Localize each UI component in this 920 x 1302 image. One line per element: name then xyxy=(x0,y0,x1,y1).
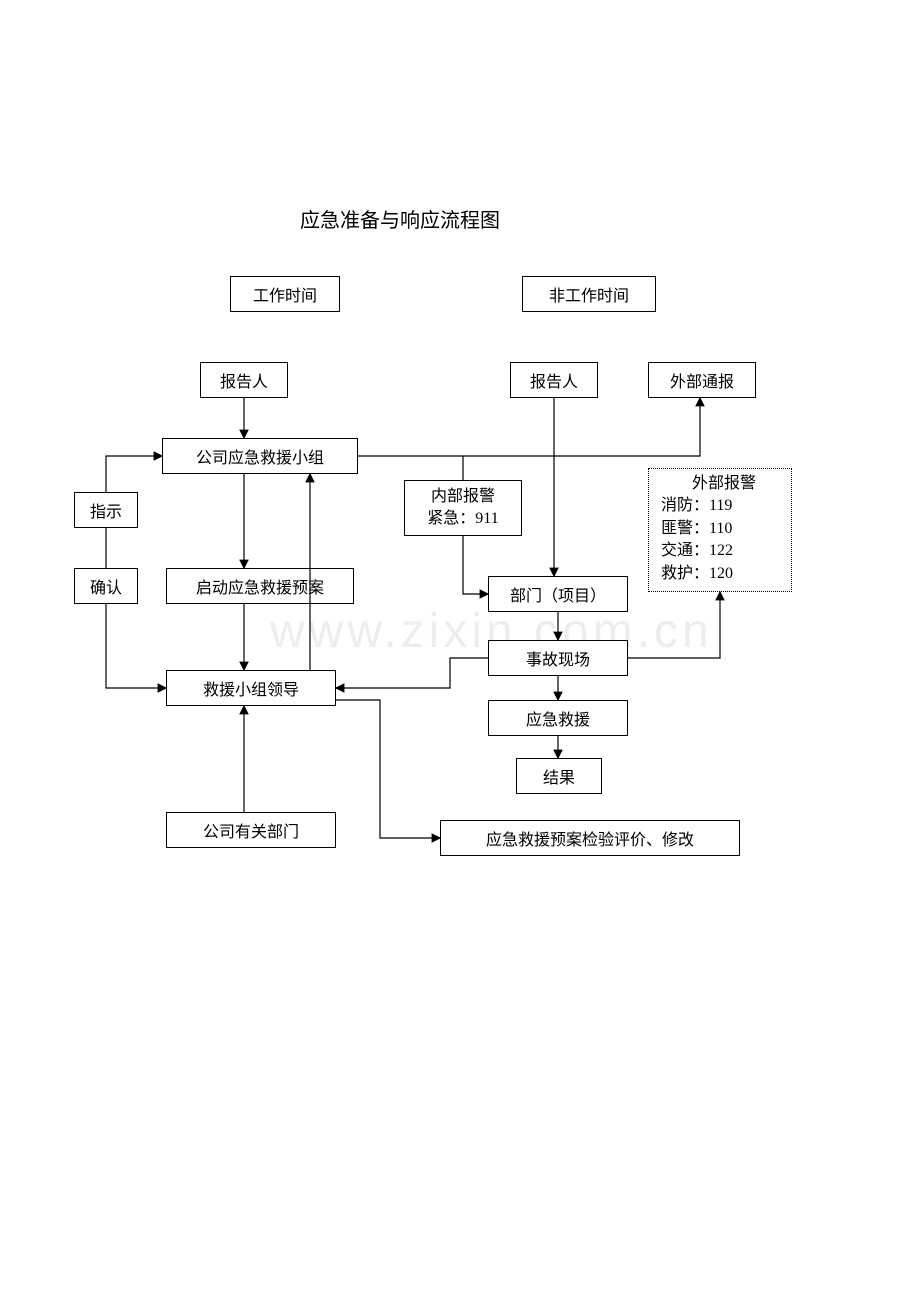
node-non-work-time: 非工作时间 xyxy=(522,276,656,312)
node-result: 结果 xyxy=(516,758,602,794)
node-related-dept: 公司有关部门 xyxy=(166,812,336,848)
node-evaluation: 应急救援预案检验评价、修改 xyxy=(440,820,740,856)
node-internal-alert: 内部报警 紧急：911 xyxy=(404,480,522,536)
node-external-notify: 外部通报 xyxy=(648,362,756,398)
external-alert-line3: 交通：122 xyxy=(661,540,733,562)
flowchart-connections xyxy=(0,0,920,1302)
external-alert-line1: 消防：119 xyxy=(661,495,732,517)
node-rescue-team: 公司应急救援小组 xyxy=(162,438,358,474)
node-reporter-right: 报告人 xyxy=(510,362,598,398)
node-reporter-left: 报告人 xyxy=(200,362,288,398)
node-work-time: 工作时间 xyxy=(230,276,340,312)
external-alert-line4: 救护：120 xyxy=(661,563,733,585)
internal-alert-line2: 紧急：911 xyxy=(427,508,498,530)
internal-alert-line1: 内部报警 xyxy=(431,486,495,508)
external-alert-title: 外部报警 xyxy=(692,473,756,495)
node-start-plan: 启动应急救援预案 xyxy=(166,568,354,604)
page-title: 应急准备与响应流程图 xyxy=(300,204,500,233)
node-department: 部门（项目） xyxy=(488,576,628,612)
node-instruction: 指示 xyxy=(74,492,138,528)
external-alert-line2: 匪警：110 xyxy=(661,518,732,540)
node-scene: 事故现场 xyxy=(488,640,628,676)
node-rescue: 应急救援 xyxy=(488,700,628,736)
node-team-leader: 救援小组领导 xyxy=(166,670,336,706)
node-external-alert: 外部报警 消防：119 匪警：110 交通：122 救护：120 xyxy=(648,468,792,592)
node-confirm: 确认 xyxy=(74,568,138,604)
